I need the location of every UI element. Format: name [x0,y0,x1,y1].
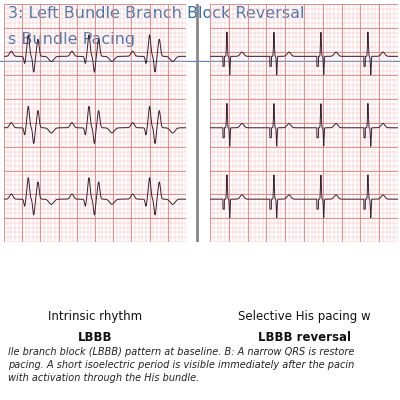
Text: Intrinsic rhythm: Intrinsic rhythm [48,310,142,323]
Text: 3: Left Bundle Branch Block Reversal: 3: Left Bundle Branch Block Reversal [8,6,304,21]
Text: LBBB: LBBB [78,331,112,344]
Text: B: B [209,0,219,1]
Text: s Bundle Pacing: s Bundle Pacing [8,32,135,47]
Text: lle branch block (LBBB) pattern at baseline. B: A narrow QRS is restore
pacing. : lle branch block (LBBB) pattern at basel… [8,347,354,384]
Text: LBBB reversal: LBBB reversal [258,331,350,344]
Text: Selective His pacing w: Selective His pacing w [238,310,370,323]
